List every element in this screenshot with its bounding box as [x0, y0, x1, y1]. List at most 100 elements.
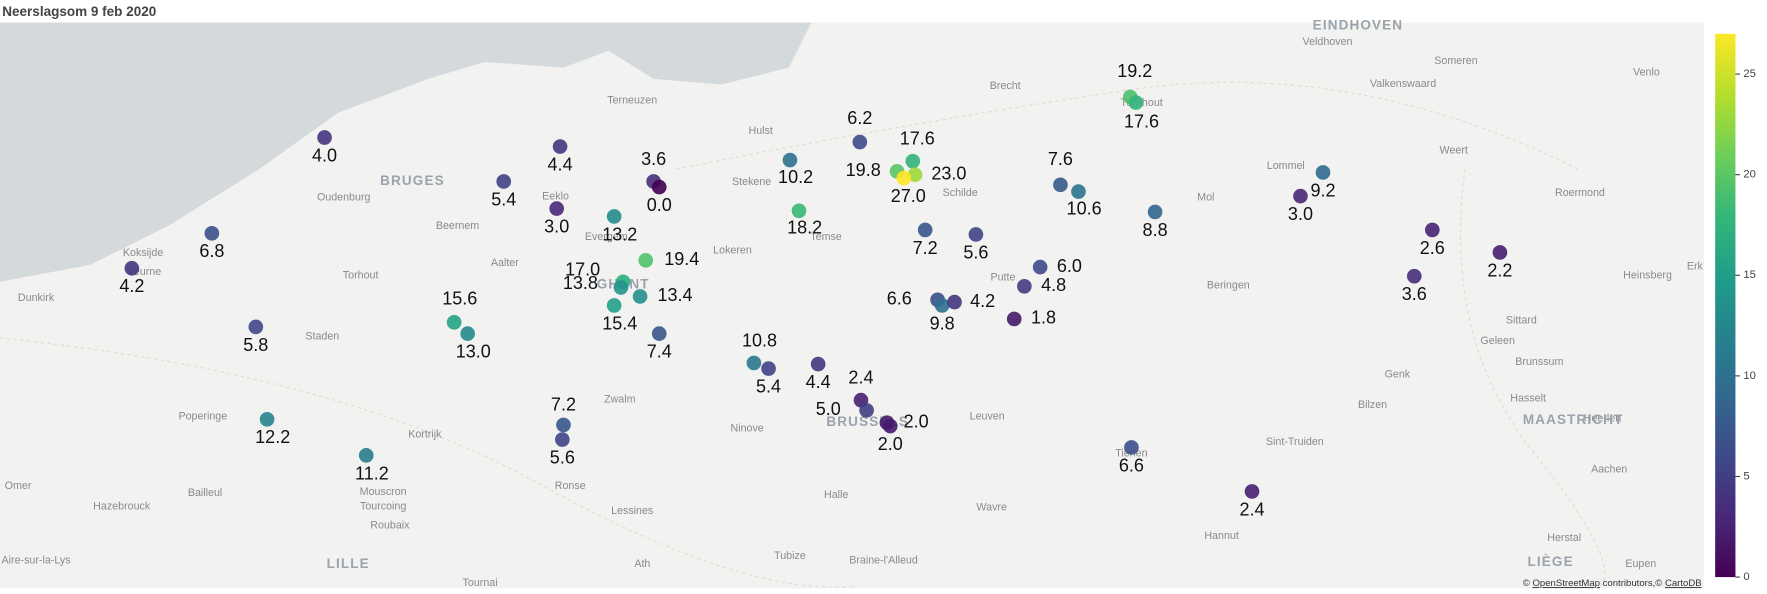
place-label: Weert [1440, 144, 1468, 156]
place-label: Bilzen [1358, 399, 1387, 411]
station-marker [859, 402, 874, 418]
place-label: LIÈGE [1528, 554, 1574, 569]
value-label: 17.6 [900, 129, 935, 149]
place-label: Staden [305, 330, 339, 342]
value-label: 13.2 [602, 224, 637, 244]
value-label: 13.4 [657, 285, 692, 305]
place-label: Brecht [990, 80, 1021, 92]
value-label: 19.2 [1117, 61, 1152, 81]
value-label: 2.4 [848, 367, 873, 387]
place-label: Heinsberg [1623, 269, 1672, 281]
station-marker [446, 315, 462, 330]
colorbar-tick-label: 0 [1743, 571, 1749, 583]
value-label: 11.2 [355, 463, 389, 483]
place-label: Temse [810, 231, 842, 243]
station-marker [746, 355, 762, 371]
place-label: Mol [1197, 192, 1214, 204]
station-marker [810, 356, 826, 372]
place-label: Veldhoven [1303, 36, 1353, 48]
place-label: Stekene [732, 176, 771, 188]
value-label: 8.8 [1143, 220, 1168, 240]
colorbar-tick-label: 20 [1743, 169, 1756, 181]
place-label: Brunssum [1515, 356, 1563, 368]
place-label: Hannut [1204, 530, 1238, 542]
place-label: Erk [1687, 260, 1704, 272]
place-label: Ronse [555, 480, 586, 492]
station-marker [317, 130, 332, 145]
border [0, 337, 857, 588]
place-label: Kortrijk [408, 428, 442, 440]
value-label: 6.6 [887, 289, 912, 309]
value-label: 6.8 [199, 241, 224, 261]
place-label: Aalter [491, 257, 519, 269]
value-label: 10.2 [778, 167, 813, 187]
value-label: 3.0 [1288, 204, 1313, 224]
value-label: 1.8 [1031, 308, 1056, 328]
station-marker [549, 201, 565, 216]
value-label: 2.0 [904, 411, 929, 431]
value-label: 4.0 [312, 145, 337, 165]
place-label: Herstal [1547, 532, 1581, 544]
value-label: 5.6 [963, 242, 988, 262]
attribution-part: © [1523, 578, 1533, 589]
attribution-part: CartoDB [1665, 578, 1702, 589]
station-marker [496, 174, 512, 189]
place-label: Leuven [970, 410, 1005, 422]
place-label: Ath [634, 558, 650, 570]
station-marker [606, 209, 622, 224]
station-marker [638, 253, 654, 268]
place-label: Beernem [436, 220, 479, 232]
station-marker [124, 260, 140, 276]
station-marker [1006, 311, 1022, 327]
place-label: MAASTRICHT [1523, 412, 1624, 427]
station-marker [259, 411, 275, 427]
place-label: Tubize [774, 550, 806, 562]
place-label: BRUGES [380, 173, 445, 188]
value-label: 7.2 [551, 395, 576, 415]
station-marker [761, 361, 776, 376]
value-label: 5.6 [550, 448, 575, 468]
value-label: 0.0 [647, 195, 672, 215]
station-marker [917, 222, 933, 238]
station-marker [905, 153, 921, 169]
station-marker [896, 170, 912, 186]
place-label: Geleen [1480, 335, 1515, 347]
place-label: Someren [1434, 55, 1477, 67]
place-label: Poperinge [178, 410, 227, 422]
station-marker [1244, 484, 1260, 499]
colorbar [1715, 33, 1736, 578]
value-label: 3.0 [544, 216, 569, 236]
station-marker [907, 167, 923, 183]
station-marker [651, 179, 667, 195]
value-label: 6.0 [1057, 256, 1082, 276]
place-label: Valkenswaard [1370, 78, 1436, 90]
station-marker [1147, 204, 1163, 220]
value-label: 5.4 [491, 189, 516, 209]
value-label: 5.8 [243, 335, 268, 355]
station-marker [791, 203, 807, 219]
value-label: 4.2 [970, 291, 995, 311]
station-marker [1406, 268, 1422, 284]
place-label: Ninove [731, 423, 764, 435]
place-label: Sint-Truiden [1266, 436, 1324, 448]
station-marker [1032, 259, 1048, 275]
place-label: Halle [824, 489, 848, 501]
place-label: Zwalm [604, 393, 636, 405]
value-label: 10.6 [1067, 198, 1102, 218]
value-label: 17.0 [565, 259, 600, 279]
value-label: 27.0 [891, 186, 926, 206]
station-marker [934, 298, 950, 313]
place-label: Torhout [343, 269, 379, 281]
colorbar-tick-label: 5 [1743, 470, 1749, 482]
value-label: 6.2 [847, 108, 872, 128]
station-marker [968, 227, 984, 242]
place-label: Roubaix [370, 520, 410, 532]
place-label: Heerlen [1584, 413, 1621, 425]
station-marker [782, 152, 798, 168]
place-label: Beringen [1207, 280, 1250, 292]
sea [0, 22, 632, 282]
value-label: 19.8 [846, 160, 881, 180]
place-label: Lessines [611, 505, 653, 517]
place-label: Aachen [1591, 463, 1627, 475]
